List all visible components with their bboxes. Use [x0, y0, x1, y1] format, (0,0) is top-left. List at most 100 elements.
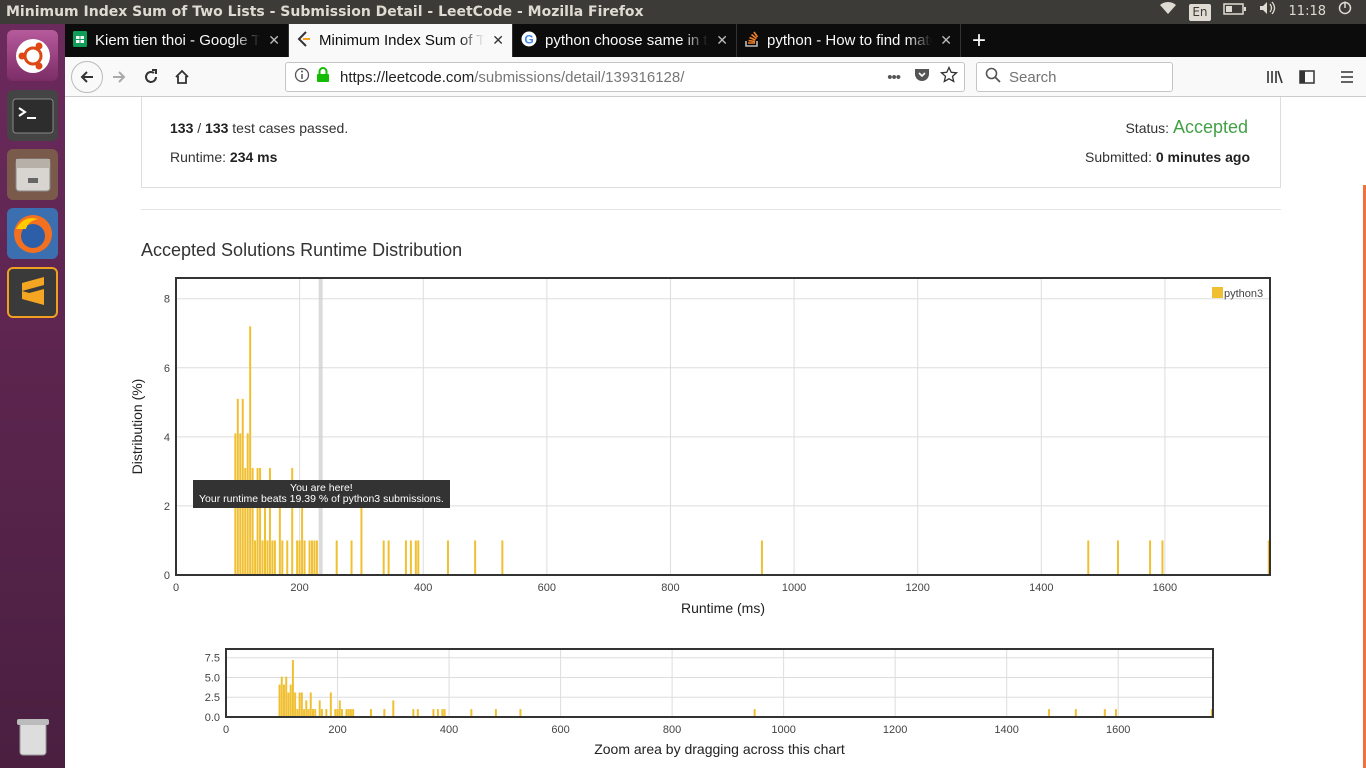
system-menu-icon[interactable] — [1338, 0, 1352, 24]
sidebar-button[interactable] — [1293, 63, 1321, 91]
histogram-bar — [296, 540, 299, 575]
status-label: Status: — [1125, 120, 1173, 136]
x-tick-label: 1400 — [1029, 582, 1053, 594]
close-tab-icon[interactable]: ✕ — [940, 32, 952, 48]
close-tab-icon[interactable]: ✕ — [268, 32, 280, 48]
clock[interactable]: 11:18 — [1288, 4, 1326, 19]
battery-icon[interactable] — [1222, 0, 1247, 24]
keyboard-layout-indicator[interactable]: En — [1189, 3, 1211, 21]
navigation-toolbar: https://leetcode.com/submissions/detail/… — [65, 57, 1366, 97]
new-tab-button[interactable]: + — [971, 26, 986, 54]
histogram-bar — [1103, 709, 1106, 717]
histogram-bar — [289, 684, 292, 717]
ubuntu-dash-icon[interactable] — [7, 30, 58, 81]
home-button[interactable] — [168, 63, 196, 91]
x-axis-label: Runtime (ms) — [681, 600, 765, 616]
lock-icon[interactable] — [316, 67, 330, 87]
firefox-icon[interactable] — [7, 208, 58, 259]
histogram-bar — [409, 540, 412, 575]
forward-button[interactable] — [105, 63, 133, 91]
histogram-bar — [760, 540, 763, 575]
tab-leetcode[interactable]: Minimum Index Sum of Two ✕ — [289, 24, 513, 57]
histogram-bar — [298, 540, 301, 575]
wifi-icon[interactable] — [1159, 0, 1177, 24]
url-bar[interactable]: https://leetcode.com/submissions/detail/… — [285, 62, 965, 92]
terminal-icon[interactable] — [7, 90, 58, 141]
divider — [141, 209, 1281, 210]
histogram-bar — [360, 502, 363, 575]
runtime-value: 234 ms — [229, 149, 278, 165]
tab-label: Minimum Index Sum of Two — [319, 32, 485, 49]
info-icon[interactable] — [294, 67, 310, 87]
histogram-bar — [303, 709, 306, 717]
histogram-bar — [264, 502, 267, 575]
separator: / — [193, 120, 206, 136]
x-tick-label: 1000 — [771, 724, 795, 736]
histogram-bar — [256, 467, 259, 575]
close-tab-icon[interactable]: ✕ — [492, 32, 504, 48]
histogram-bar — [383, 709, 386, 717]
section-heading: Accepted Solutions Runtime Distribution — [141, 240, 463, 260]
histogram-bar — [436, 709, 439, 717]
y-tick-label: 8 — [164, 294, 170, 306]
histogram-bar — [1048, 709, 1051, 717]
scrollbar-thumb[interactable] — [1363, 185, 1366, 768]
search-bar[interactable]: Search — [976, 62, 1173, 92]
reload-button[interactable] — [137, 63, 165, 91]
trash-icon[interactable] — [7, 710, 58, 761]
histogram-bar — [470, 709, 473, 717]
window-title: Minimum Index Sum of Two Lists - Submiss… — [6, 4, 644, 20]
histogram-bar — [338, 700, 341, 717]
x-tick-label: 1200 — [905, 582, 929, 594]
submitted-label: Submitted: — [1085, 149, 1156, 165]
histogram-bar — [753, 709, 756, 717]
y-tick-label: 0 — [164, 570, 170, 582]
histogram-bar — [307, 709, 310, 717]
histogram-bar — [392, 700, 395, 717]
your-runtime-marker — [318, 278, 323, 575]
histogram-bar — [349, 709, 352, 717]
search-placeholder: Search — [1009, 68, 1057, 86]
status-accepted: Accepted — [1172, 117, 1248, 137]
x-tick-label: 200 — [290, 582, 308, 594]
x-tick-label: 0 — [223, 724, 229, 736]
x-tick-label: 1000 — [782, 582, 806, 594]
page-content: 133 / 133 test cases passed. Runtime: 23… — [65, 97, 1366, 768]
tab-google-search[interactable]: G python choose same in two ✕ — [513, 24, 737, 57]
back-button[interactable] — [71, 61, 103, 93]
bookmark-star-icon[interactable] — [939, 65, 959, 88]
files-icon[interactable] — [7, 149, 58, 200]
histogram-bar — [1267, 540, 1270, 575]
url-host: https://leetcode.com — [340, 68, 475, 86]
histogram-bar — [474, 540, 477, 575]
zoom-chart[interactable]: 0 200 400 600 800 1000 1200 1400 1600 0.0 2.5 5.0 7.… — [185, 645, 1345, 765]
pocket-icon[interactable] — [914, 67, 930, 87]
stackoverflow-icon — [745, 31, 759, 51]
test-cases-passed: 133 / 133 test cases passed. — [170, 120, 348, 136]
close-tab-icon[interactable]: ✕ — [716, 32, 728, 48]
x-tick-label: 1200 — [883, 724, 907, 736]
histogram-bar — [244, 467, 247, 575]
page-actions-icon[interactable]: ••• — [887, 68, 901, 86]
library-button[interactable] — [1261, 63, 1289, 91]
back-arrow-icon — [80, 71, 93, 83]
histogram-bar — [320, 709, 323, 717]
tab-google-sheets[interactable]: Kiem tien thoi - Google Tính ✕ — [65, 24, 289, 57]
sublime-text-icon[interactable] — [7, 267, 58, 318]
menu-button[interactable] — [1333, 63, 1361, 91]
histogram-bar — [315, 540, 318, 575]
tab-stackoverflow[interactable]: python - How to find match ✕ — [737, 24, 961, 57]
histogram-bar — [501, 540, 504, 575]
submission-summary-panel: 133 / 133 test cases passed. Runtime: 23… — [141, 97, 1281, 188]
url-path: /submissions/detail/139316128/ — [474, 68, 685, 86]
runtime-distribution-chart[interactable]: 0 200 400 600 800 1000 1200 1400 1600 0 2 4 6 8 Runtim… — [125, 275, 1285, 625]
histogram-bar — [278, 684, 281, 717]
histogram-bar — [273, 540, 276, 575]
histogram-bar — [382, 540, 385, 575]
histogram-bar — [285, 676, 288, 717]
total-count: 133 — [205, 120, 229, 136]
page-scrollbar[interactable] — [1358, 97, 1366, 768]
tab-label: python choose same in two — [545, 32, 708, 49]
volume-icon[interactable] — [1259, 0, 1277, 24]
x-tick-label: 800 — [663, 724, 681, 736]
